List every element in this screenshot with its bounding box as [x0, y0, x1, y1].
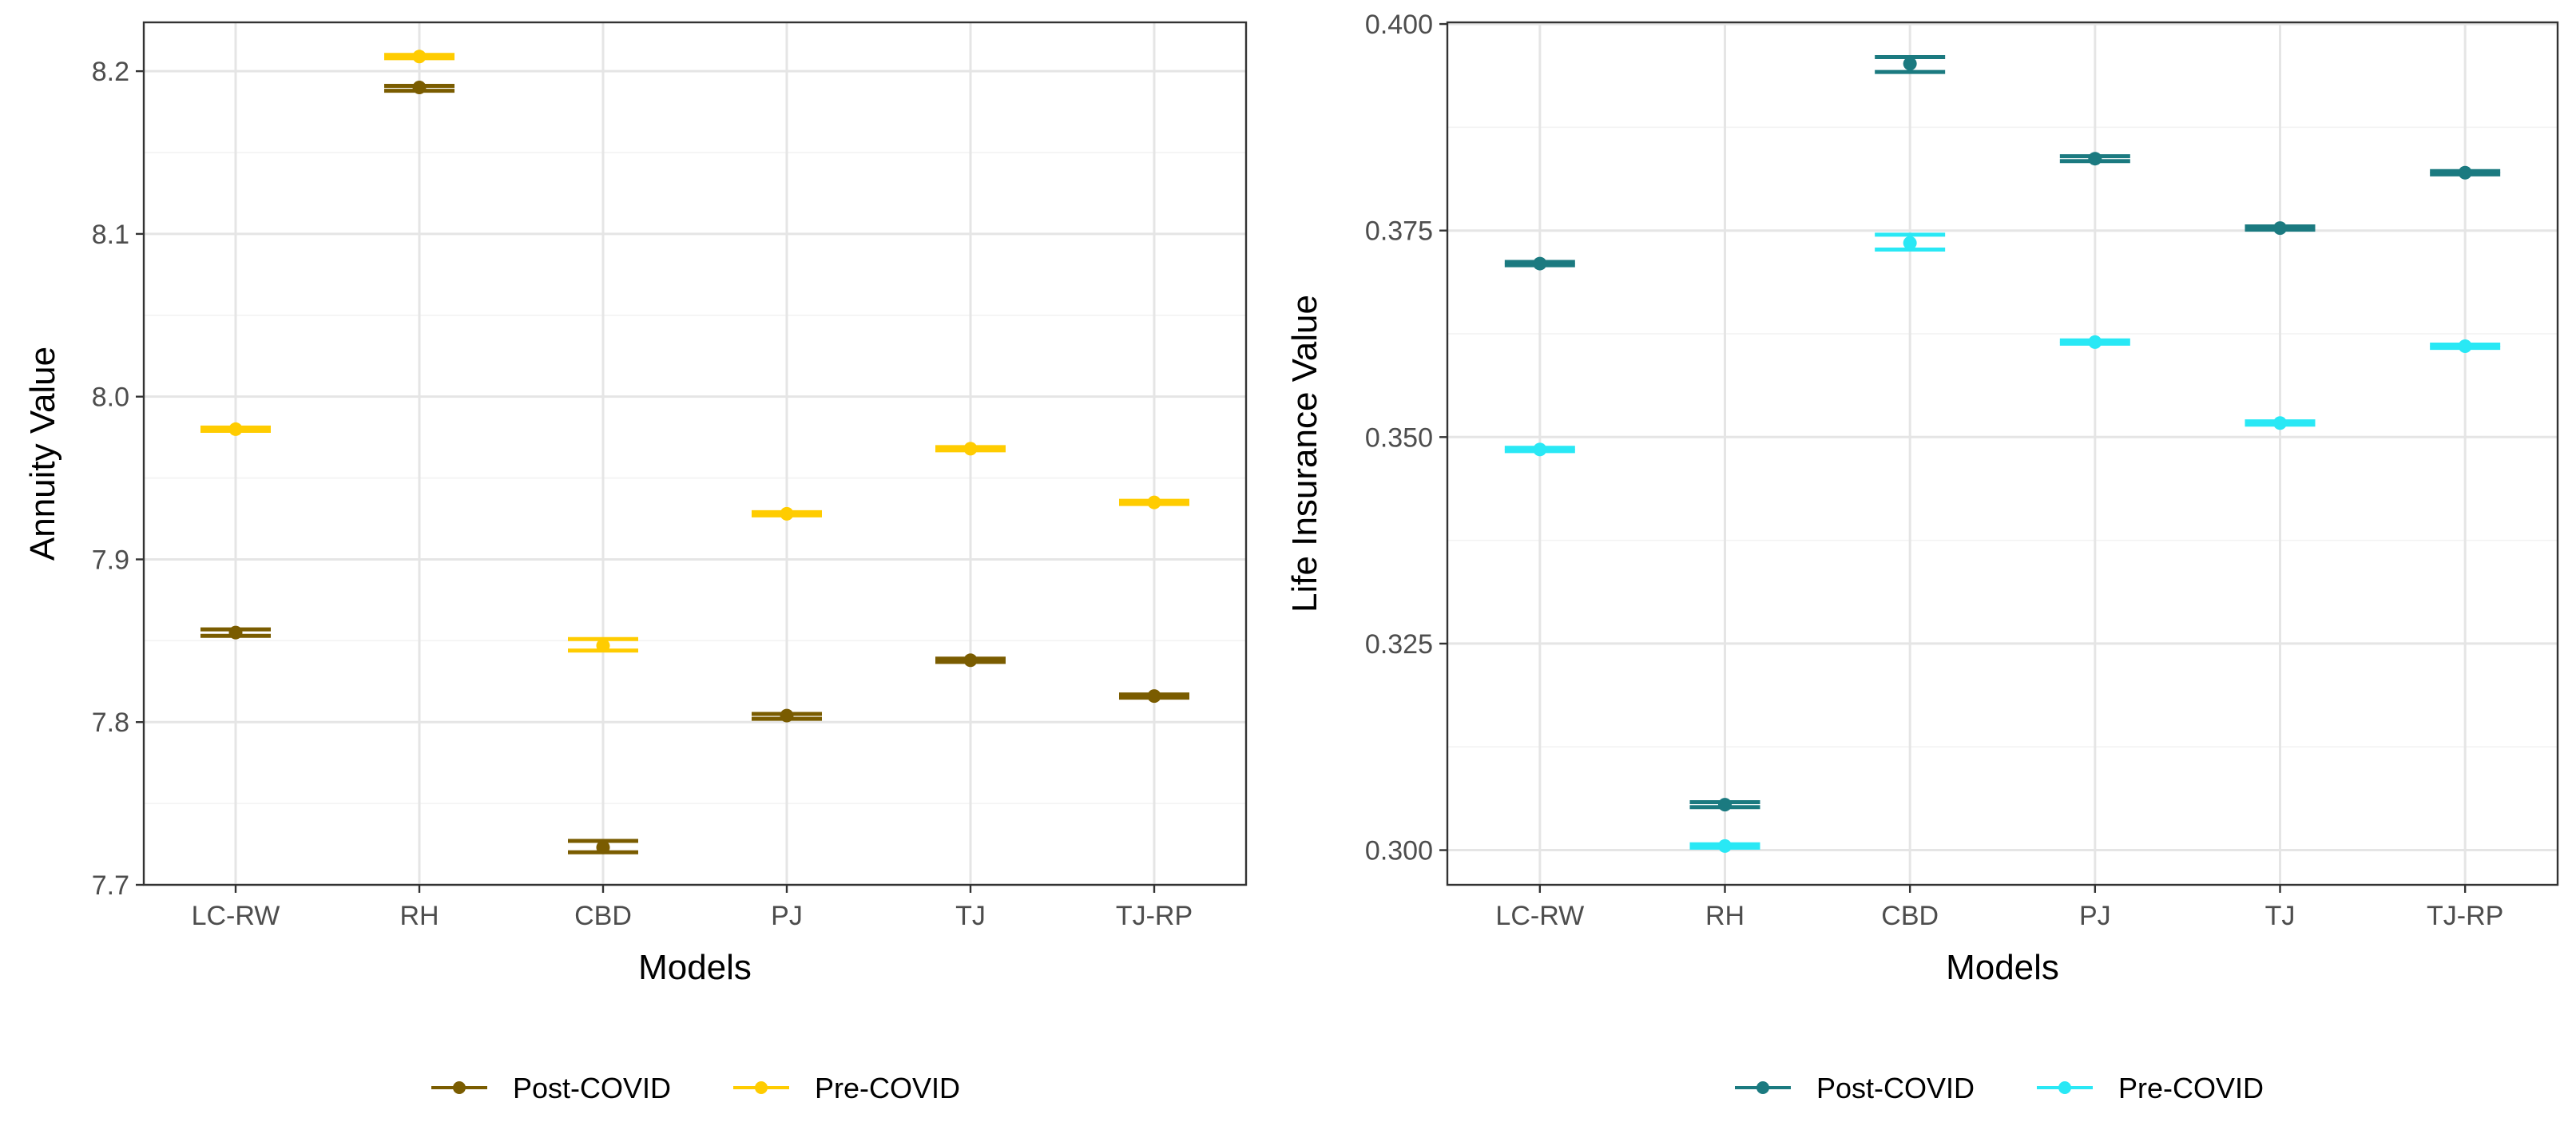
annuity-axes: 7.7 7.8 7.9 8.0 8.1 8.2 LC-RW RH CBD PJ TJ TJ-RP	[92, 57, 1193, 931]
life-insurance-legend-key-post-covid-point	[1756, 1081, 1769, 1094]
life-insurance-y-axis-title: Life Insurance Value	[1285, 295, 1324, 613]
life-insurance-point-post-covid-tj-rp	[2458, 165, 2472, 180]
annuity-chart: 7.7 7.8 7.9 8.0 8.1 8.2 LC-RW RH CBD PJ TJ TJ-RP Mo…	[23, 21, 1248, 1104]
life-insurance-y-tick-label: 0.325	[1365, 629, 1433, 660]
annuity-point-post-covid-pj	[780, 708, 794, 723]
annuity-point-pre-covid-cbd	[596, 638, 610, 652]
annuity-x-tick-label-tj-rp: TJ-RP	[1116, 901, 1193, 931]
life-insurance-point-post-covid-pj	[2088, 152, 2102, 166]
life-insurance-plot-panel	[1447, 22, 2558, 885]
life-insurance-y-tick-label: 0.375	[1365, 216, 1433, 247]
annuity-legend-key-pre-covid-point	[755, 1081, 768, 1094]
annuity-y-tick-label: 8.0	[92, 383, 129, 413]
life-insurance-panel-border	[1446, 21, 2559, 886]
annuity-legend: Post-COVID Pre-COVID	[431, 1072, 960, 1104]
life-insurance-point-pre-covid-rh	[1718, 839, 1732, 853]
annuity-x-tick-label-lc-rw: LC-RW	[192, 901, 280, 931]
annuity-y-tick-label: 7.8	[92, 708, 129, 738]
annuity-point-pre-covid-rh	[412, 50, 427, 64]
life-insurance-legend-key-pre-covid-point	[2058, 1081, 2071, 1094]
annuity-y-tick-label: 7.9	[92, 545, 129, 575]
life-insurance-y-tick-label: 0.350	[1365, 422, 1433, 453]
annuity-legend-key-post-covid-point	[453, 1081, 466, 1094]
life-insurance-point-post-covid-rh	[1718, 798, 1732, 812]
annuity-point-post-covid-lc-rw	[228, 625, 243, 640]
life-insurance-x-tick-label-tj-rp: TJ-RP	[2427, 901, 2503, 931]
life-insurance-x-axis-title: Models	[1946, 948, 2059, 987]
life-insurance-point-pre-covid-lc-rw	[1533, 442, 1547, 457]
life-insurance-y-tick-label: 0.400	[1365, 10, 1433, 40]
life-insurance-axes: 0.300 0.325 0.350 0.375 0.400 LC-RW RH CBD PJ TJ T…	[1365, 10, 2503, 931]
life-insurance-legend-label-post-covid: Post-COVID	[1816, 1072, 1975, 1104]
life-insurance-chart: 0.300 0.325 0.350 0.375 0.400 LC-RW RH CBD PJ TJ T…	[1285, 10, 2559, 1104]
life-insurance-marks	[1504, 54, 2501, 853]
annuity-panel-border	[142, 21, 1248, 886]
life-insurance-point-post-covid-tj	[2273, 221, 2287, 236]
annuity-point-post-covid-cbd	[596, 840, 610, 854]
annuity-y-tick-label: 8.2	[92, 57, 129, 87]
annuity-y-axis-title: Annuity Value	[23, 347, 62, 561]
life-insurance-legend-label-pre-covid: Pre-COVID	[2118, 1072, 2264, 1104]
life-insurance-x-tick-label-lc-rw: LC-RW	[1495, 901, 1584, 931]
life-insurance-x-tick-label-pj: PJ	[2079, 901, 2111, 931]
life-insurance-x-tick-label-rh: RH	[1705, 901, 1744, 931]
annuity-x-axis-title: Models	[638, 948, 752, 987]
life-insurance-legend: Post-COVID Pre-COVID	[1735, 1072, 2264, 1104]
annuity-point-post-covid-rh	[412, 81, 427, 95]
annuity-legend-label-post-covid: Post-COVID	[513, 1072, 671, 1104]
annuity-y-tick-label: 8.1	[92, 220, 129, 250]
life-insurance-x-tick-label-tj: TJ	[2265, 901, 2296, 931]
life-insurance-point-pre-covid-cbd	[1903, 236, 1917, 250]
life-insurance-point-post-covid-cbd	[1903, 57, 1917, 71]
annuity-y-tick-label: 7.7	[92, 870, 129, 901]
annuity-point-pre-covid-lc-rw	[228, 422, 243, 436]
life-insurance-point-pre-covid-pj	[2088, 335, 2102, 349]
annuity-plot-panel	[144, 22, 1246, 885]
annuity-x-tick-label-rh: RH	[399, 901, 439, 931]
annuity-legend-label-pre-covid: Pre-COVID	[815, 1072, 960, 1104]
annuity-x-tick-label-pj: PJ	[771, 901, 803, 931]
annuity-marks	[200, 50, 1189, 854]
annuity-point-post-covid-tj	[963, 653, 978, 668]
life-insurance-point-pre-covid-tj-rp	[2458, 339, 2472, 354]
life-insurance-x-tick-label-cbd: CBD	[1881, 901, 1939, 931]
annuity-x-tick-label-cbd: CBD	[574, 901, 632, 931]
annuity-point-pre-covid-tj-rp	[1147, 495, 1161, 509]
annuity-point-post-covid-tj-rp	[1147, 689, 1161, 704]
annuity-point-pre-covid-tj	[963, 442, 978, 456]
life-insurance-point-pre-covid-tj	[2273, 416, 2287, 430]
annuity-x-tick-label-tj: TJ	[955, 901, 986, 931]
life-insurance-point-post-covid-lc-rw	[1533, 256, 1547, 271]
life-insurance-gridlines	[1447, 22, 2558, 885]
annuity-point-pre-covid-pj	[780, 506, 794, 521]
life-insurance-y-tick-label: 0.300	[1365, 836, 1433, 866]
